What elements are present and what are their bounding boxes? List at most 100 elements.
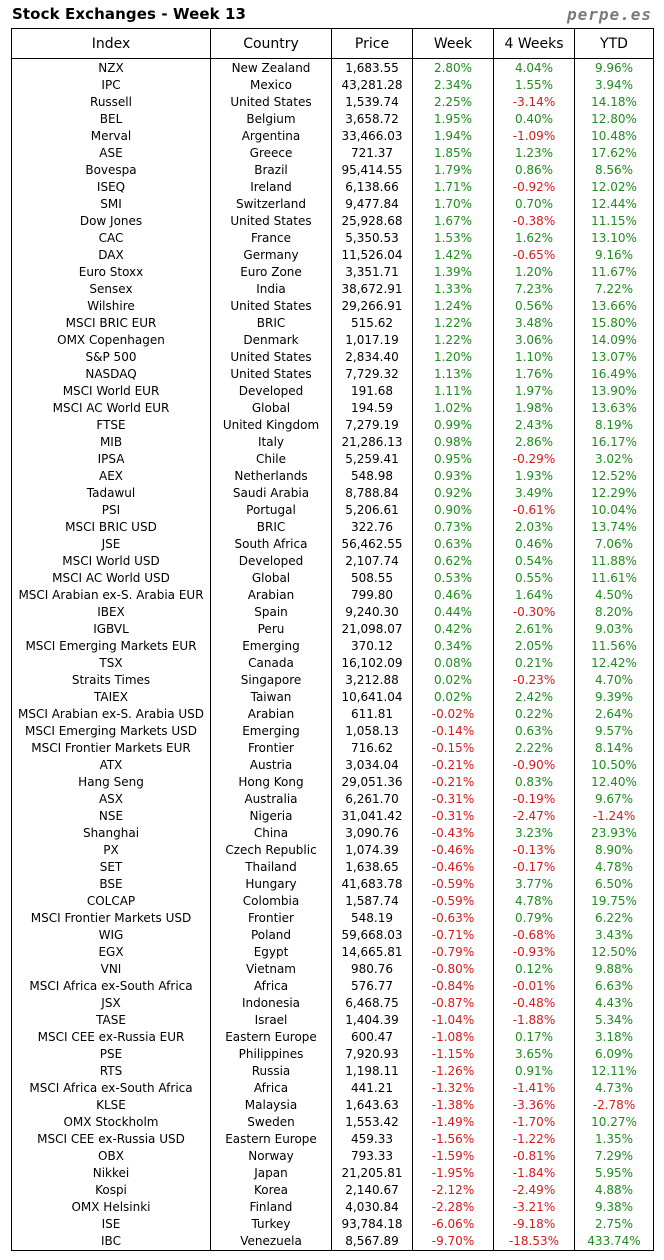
cell-price: 6,468.75 [331,995,413,1012]
cell-index: Euro Stoxx [11,264,211,281]
cell-week-change: 2.80% [412,58,494,77]
cell-week-change: -0.31% [412,808,494,825]
cell-ytd-change: -2.78% [574,1097,654,1114]
cell-ytd-change: 12.42% [574,655,654,672]
cell-index: IPSA [11,451,211,468]
cell-country: Venezuela [210,1233,332,1251]
cell-week-change: -0.63% [412,910,494,927]
cell-country: Developed [210,553,332,570]
cell-4-weeks-change: -0.93% [493,944,575,961]
cell-country: BRIC [210,315,332,332]
cell-price: 93,784.18 [331,1216,413,1233]
brand-logo-text: perpe.es [566,5,652,24]
cell-country: Brazil [210,162,332,179]
cell-country: Korea [210,1182,332,1199]
cell-week-change: 2.34% [412,77,494,94]
cell-price: 11,526.04 [331,247,413,264]
cell-ytd-change: 12.50% [574,944,654,961]
table-row: MSCI Frontier Markets EUR Frontier 716.62-… [11,740,654,757]
cell-week-change: 0.44% [412,604,494,621]
cell-ytd-change: 5.95% [574,1165,654,1182]
cell-week-change: 0.02% [412,672,494,689]
cell-country: Italy [210,434,332,451]
cell-4-weeks-change: 2.05% [493,638,575,655]
cell-4-weeks-change: 1.64% [493,587,575,604]
cell-index: EGX [11,944,211,961]
table-row: ISEQ Ireland 6,138.66 1.71% -0.92% 12.02% [11,179,654,196]
cell-ytd-change: 3.18% [574,1029,654,1046]
cell-week-change: -0.46% [412,859,494,876]
cell-4-weeks-change: -18.53% [493,1233,575,1251]
cell-ytd-change: 7.06% [574,536,654,553]
cell-4-weeks-change: -9.18% [493,1216,575,1233]
cell-week-change: 2.25% [412,94,494,111]
cell-week-change: -1.59% [412,1148,494,1165]
cell-ytd-change: 23.93% [574,825,654,842]
cell-4-weeks-change: 3.06% [493,332,575,349]
cell-index: MSCI Arabian ex-S. Arabia EUR [11,587,211,604]
cell-price: 1,198.11 [331,1063,413,1080]
cell-price: 43,281.28 [331,77,413,94]
cell-ytd-change: 2.75% [574,1216,654,1233]
cell-price: 59,668.03 [331,927,413,944]
cell-ytd-change: 3.94% [574,77,654,94]
column-header-ytd: YTD [574,28,654,59]
cell-country: Sweden [210,1114,332,1131]
cell-week-change: 1.79% [412,162,494,179]
table-row: MSCI BRIC USD BRIC 322.76 0.73% 2.03% 13.74% [11,519,654,536]
cell-4-weeks-change: 1.97% [493,383,575,400]
cell-4-weeks-change: 3.65% [493,1046,575,1063]
cell-country: Frontier [210,910,332,927]
cell-index: COLCAP [11,893,211,910]
cell-ytd-change: 4.70% [574,672,654,689]
cell-week-change: -1.04% [412,1012,494,1029]
table-row: MSCI AC World EUR Global 194.59 1.02% 1.98% 1… [11,400,654,417]
cell-week-change: -0.59% [412,876,494,893]
cell-ytd-change: 10.27% [574,1114,654,1131]
cell-index: MSCI Africa ex-South Africa [11,978,211,995]
cell-week-change: -1.49% [412,1114,494,1131]
table-row: Euro Stoxx Euro Zone 3,351.71 1.39% 1.20% 11.… [11,264,654,281]
cell-week-change: 1.94% [412,128,494,145]
cell-index: MSCI AC World USD [11,570,211,587]
cell-country: Philippines [210,1046,332,1063]
cell-ytd-change: 16.49% [574,366,654,383]
cell-ytd-change: 15.80% [574,315,654,332]
cell-week-change: -2.28% [412,1199,494,1216]
cell-index: OMX Stockholm [11,1114,211,1131]
cell-index: TASE [11,1012,211,1029]
table-row: NSE Nigeria 31,041.42 -0.31% -2.47% -1.24% [11,808,654,825]
cell-price: 1,058.13 [331,723,413,740]
cell-4-weeks-change: 0.55% [493,570,575,587]
cell-ytd-change: 2.64% [574,706,654,723]
cell-week-change: -0.84% [412,978,494,995]
cell-price: 29,266.91 [331,298,413,315]
cell-country: Greece [210,145,332,162]
cell-price: 8,788.84 [331,485,413,502]
table-row: RTS Russia 1,198.11 -1.26% 0.91% 12.11% [11,1063,654,1080]
cell-4-weeks-change: -2.49% [493,1182,575,1199]
cell-4-weeks-change: 0.22% [493,706,575,723]
cell-4-weeks-change: -0.90% [493,757,575,774]
cell-country: Thailand [210,859,332,876]
cell-index: PX [11,842,211,859]
cell-price: 2,107.74 [331,553,413,570]
cell-index: DAX [11,247,211,264]
table-row: Tadawul Saudi Arabia 8,788.84 0.92% 3.49% 12.… [11,485,654,502]
table-row: BSE Hungary 41,683.78 -0.59% 3.77% 6.50% [11,876,654,893]
cell-4-weeks-change: 0.91% [493,1063,575,1080]
cell-price: 721.37 [331,145,413,162]
cell-4-weeks-change: 1.93% [493,468,575,485]
cell-ytd-change: 8.56% [574,162,654,179]
cell-week-change: 0.62% [412,553,494,570]
cell-ytd-change: 13.90% [574,383,654,400]
column-header-country: Country [210,28,332,59]
cell-week-change: 1.22% [412,315,494,332]
cell-ytd-change: 5.34% [574,1012,654,1029]
cell-price: 799.80 [331,587,413,604]
cell-week-change: -1.32% [412,1080,494,1097]
cell-week-change: 1.67% [412,213,494,230]
cell-price: 515.62 [331,315,413,332]
cell-ytd-change: 6.50% [574,876,654,893]
cell-week-change: -0.21% [412,774,494,791]
